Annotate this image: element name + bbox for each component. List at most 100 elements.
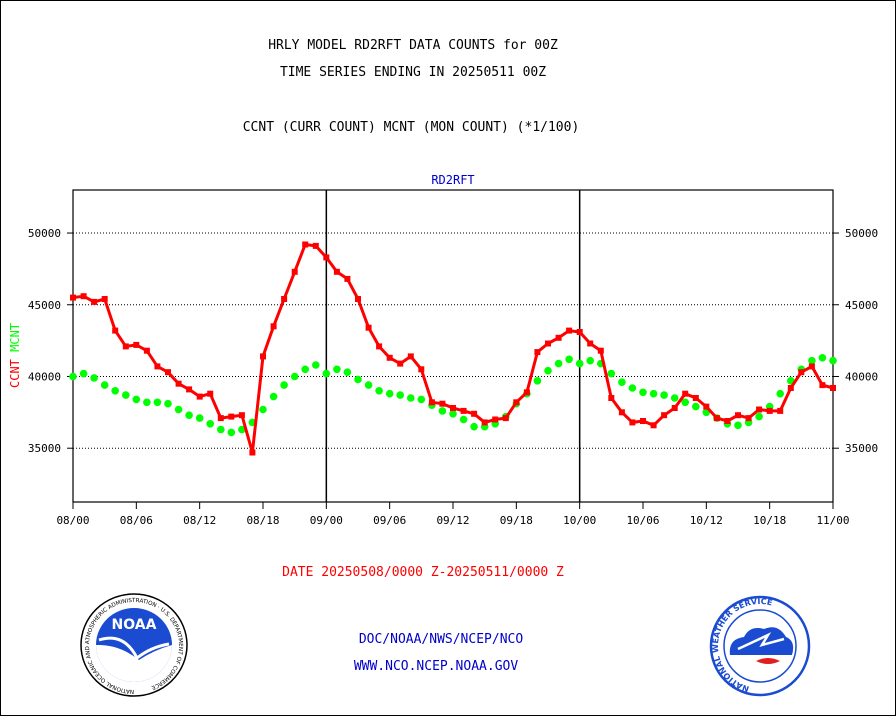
- series-point-mcnt: [407, 394, 415, 402]
- series-point-ccnt: [143, 347, 150, 354]
- series-point-mcnt: [470, 422, 478, 431]
- series-point-ccnt: [513, 399, 520, 406]
- series-line-ccnt: [72, 243, 834, 454]
- series-point-ccnt: [777, 407, 784, 414]
- series-point-ccnt: [196, 393, 203, 400]
- series-point-ccnt: [555, 334, 562, 341]
- x-tick-label: 08/06: [120, 514, 153, 527]
- y-tick-label-left: 40000: [28, 370, 61, 383]
- series-point-ccnt: [101, 296, 108, 302]
- series-point-mcnt: [217, 425, 225, 434]
- series-point-ccnt: [249, 449, 256, 456]
- chart-title: RD2RFT: [431, 173, 474, 187]
- series-point-mcnt: [755, 412, 763, 421]
- series-point-mcnt: [375, 387, 383, 395]
- plot-area-border: [72, 189, 834, 503]
- series-point-ccnt: [766, 407, 773, 414]
- website-link[interactable]: WWW.NCO.NCEP.NOAA.GOV: [353, 659, 519, 674]
- series-point-ccnt: [597, 347, 604, 354]
- series-point-ccnt: [407, 353, 414, 360]
- series-point-ccnt: [70, 294, 76, 301]
- series-point-mcnt: [417, 395, 426, 404]
- series-point-mcnt: [132, 395, 141, 404]
- series-point-mcnt: [290, 372, 299, 381]
- series-point-mcnt: [681, 398, 689, 407]
- y-axis-label: CCNT MCNT: [8, 323, 22, 388]
- series-point-mcnt: [195, 414, 204, 422]
- series-point-ccnt: [175, 380, 182, 387]
- series-point-mcnt: [649, 389, 658, 398]
- series-point-mcnt: [575, 359, 584, 368]
- series-point-ccnt: [756, 406, 763, 413]
- x-tick-label: 10/06: [626, 514, 659, 527]
- series-point-mcnt: [364, 381, 373, 389]
- y-tick-label-right: 50000: [845, 227, 878, 240]
- series-point-ccnt: [745, 415, 752, 422]
- series-point-ccnt: [650, 422, 657, 429]
- series-point-mcnt: [333, 365, 341, 374]
- series-point-mcnt: [385, 389, 394, 398]
- series-point-ccnt: [661, 412, 668, 419]
- series-point-mcnt: [100, 381, 109, 389]
- series-point-ccnt: [502, 415, 509, 422]
- series-point-ccnt: [428, 399, 435, 406]
- series-point-ccnt: [154, 363, 161, 370]
- series-point-mcnt: [343, 368, 352, 377]
- series-point-ccnt: [186, 386, 193, 393]
- series-point-mcnt: [692, 402, 700, 411]
- series-point-ccnt: [133, 341, 140, 348]
- series-point-mcnt: [238, 425, 246, 434]
- org-label: DOC/NOAA/NWS/NCEP/NCO: [358, 632, 524, 647]
- y-tick-label-right: 45000: [845, 299, 878, 312]
- series-point-mcnt: [69, 372, 77, 381]
- series-point-mcnt: [586, 356, 594, 365]
- series-point-ccnt: [450, 405, 456, 411]
- series-point-mcnt: [544, 366, 552, 375]
- x-tick-label: 08/18: [246, 514, 279, 527]
- series-point-mcnt: [312, 361, 320, 369]
- series-point-mcnt: [185, 411, 193, 420]
- x-tick-label: 09/00: [310, 514, 343, 527]
- series-point-mcnt: [174, 405, 183, 414]
- y-axis-label-part: MCNT: [8, 323, 22, 359]
- series-point-ccnt: [460, 407, 467, 414]
- x-tick-label: 09/18: [500, 514, 533, 527]
- series-point-mcnt: [554, 359, 563, 368]
- y-tick-label-left: 35000: [28, 442, 61, 455]
- noaa-logo-text: NOAA: [112, 617, 157, 633]
- series-point-ccnt: [365, 324, 372, 331]
- series-point-ccnt: [576, 329, 583, 335]
- series-point-ccnt: [80, 293, 87, 300]
- series-point-ccnt: [534, 349, 541, 356]
- series-point-ccnt: [819, 382, 826, 389]
- series-point-mcnt: [269, 392, 278, 401]
- series-point-ccnt: [312, 242, 319, 249]
- series-point-ccnt: [545, 340, 551, 347]
- series-point-ccnt: [808, 363, 815, 370]
- series-point-ccnt: [608, 395, 615, 401]
- series-point-ccnt: [291, 268, 298, 275]
- series-point-ccnt: [439, 400, 446, 407]
- series-point-ccnt: [355, 296, 361, 302]
- series-point-ccnt: [471, 410, 478, 417]
- series-point-mcnt: [153, 398, 162, 407]
- series-point-ccnt: [787, 385, 794, 391]
- series-point-ccnt: [228, 413, 235, 420]
- x-tick-label: 11/00: [816, 514, 849, 527]
- series-point-ccnt: [376, 343, 383, 350]
- series-point-mcnt: [639, 388, 647, 397]
- series-point-ccnt: [618, 409, 625, 416]
- series-point-ccnt: [302, 241, 309, 248]
- series-point-mcnt: [396, 391, 405, 399]
- series-point-ccnt: [418, 366, 425, 373]
- series-point-mcnt: [829, 356, 837, 365]
- series-point-ccnt: [671, 405, 678, 411]
- date-range-label: DATE 20250508/0000 Z-20250511/0000 Z: [282, 565, 564, 580]
- series-point-mcnt: [449, 410, 457, 418]
- series-point-mcnt: [301, 365, 310, 374]
- series-point-ccnt: [587, 340, 594, 347]
- y-axis-label-part: CCNT: [8, 359, 22, 388]
- series-point-ccnt: [481, 419, 488, 426]
- y-tick-label-right: 40000: [845, 370, 878, 383]
- series-point-ccnt: [386, 354, 393, 361]
